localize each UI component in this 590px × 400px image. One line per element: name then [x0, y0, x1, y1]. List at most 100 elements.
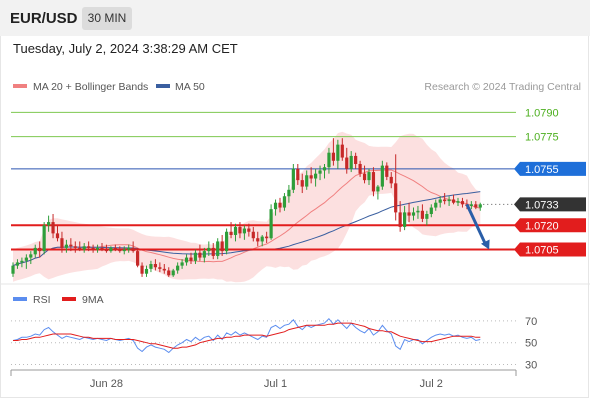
candle [189, 252, 193, 265]
rsi-ma-line [13, 322, 481, 349]
candle-body [269, 209, 273, 239]
candle-body [233, 226, 238, 235]
candle [282, 193, 287, 211]
candle-body [456, 201, 460, 203]
candle-body [443, 199, 447, 202]
candle-body [220, 241, 224, 252]
symbol-title: EUR/USD [10, 10, 78, 27]
candle [167, 267, 171, 277]
candle-body [447, 199, 451, 202]
candle-body [376, 186, 380, 192]
candle-body [78, 247, 82, 250]
candle [256, 231, 260, 247]
candle [474, 201, 478, 210]
candle [202, 247, 206, 263]
candle-body [322, 167, 327, 171]
candle-body [202, 251, 206, 258]
candle-body [318, 170, 322, 174]
candle-body [20, 260, 24, 263]
ma50-legend-label: MA 50 [175, 81, 205, 93]
candle-body [398, 212, 402, 227]
candle-body [131, 247, 135, 252]
rsi-tick-70: 70 [525, 316, 537, 328]
rsi-line [12, 317, 481, 354]
candle-body [327, 152, 331, 168]
candle-body [140, 265, 144, 274]
candle [109, 246, 113, 253]
candle [180, 259, 184, 269]
candle [171, 268, 175, 277]
candle-body [225, 231, 229, 252]
candle-body [451, 199, 456, 203]
x-tick-label: Jun 28 [90, 378, 123, 390]
x-tick-label: Jul 1 [264, 378, 287, 390]
candle [127, 244, 131, 253]
candle-body [149, 264, 153, 269]
candle [87, 241, 91, 252]
candle-body [367, 172, 371, 181]
candle-body [158, 267, 162, 269]
candle-body [371, 172, 376, 192]
candle-body [411, 212, 416, 216]
candle [438, 196, 442, 208]
candle [260, 234, 264, 247]
candle [265, 231, 269, 244]
candle [251, 226, 255, 242]
candle-body [362, 173, 367, 181]
rsi-panel: 70 50 30 [11, 316, 537, 372]
candle [184, 254, 189, 266]
ma50-legend-swatch [156, 84, 170, 88]
candle [456, 197, 460, 206]
candle [354, 152, 358, 169]
level-badge-1-0720 [514, 218, 586, 233]
candle-body [291, 168, 295, 190]
candle [349, 151, 353, 173]
candle [42, 222, 46, 255]
candle-body [429, 207, 433, 215]
candle [24, 254, 28, 269]
candle [371, 167, 376, 197]
candle [478, 202, 482, 211]
candle-body [403, 212, 407, 227]
candle-body [198, 252, 202, 258]
candle [158, 262, 162, 273]
candle-body [180, 262, 184, 266]
candle [211, 243, 215, 260]
x-tick-label: Jul 2 [420, 378, 443, 390]
level-label-1-0790: 1.0790 [525, 107, 559, 119]
candle [91, 244, 95, 253]
candle [64, 239, 68, 253]
candle [362, 165, 367, 184]
candle [385, 162, 389, 181]
candle-body [136, 251, 140, 266]
candle-body [33, 247, 37, 255]
timeframe-button[interactable]: 30 MIN [82, 7, 132, 30]
level-label-1-0720: 1.0720 [525, 220, 559, 232]
candle-body [211, 247, 215, 256]
candle-body [47, 222, 51, 226]
candle [225, 228, 229, 255]
candle-body [104, 249, 109, 252]
candle [95, 244, 100, 253]
candle-body [305, 175, 309, 187]
candle-body [69, 244, 73, 247]
candle-body [278, 202, 282, 208]
chart-header: EUR/USD 30 MIN [0, 0, 590, 36]
candle-body [113, 247, 117, 250]
candle-body [29, 254, 33, 258]
candle [216, 238, 220, 260]
candle [420, 204, 424, 223]
candle [425, 210, 429, 226]
candle [118, 246, 122, 253]
candle [291, 163, 295, 194]
candle-body [314, 173, 318, 179]
candle [113, 244, 117, 252]
candle-body [153, 264, 157, 268]
candle-body [64, 244, 68, 248]
candle [220, 234, 224, 256]
candle [104, 244, 109, 253]
rsi-tick-30: 30 [525, 360, 537, 372]
candle-body [87, 246, 91, 248]
candle [82, 243, 86, 253]
level-badge-1-0733 [514, 197, 586, 212]
